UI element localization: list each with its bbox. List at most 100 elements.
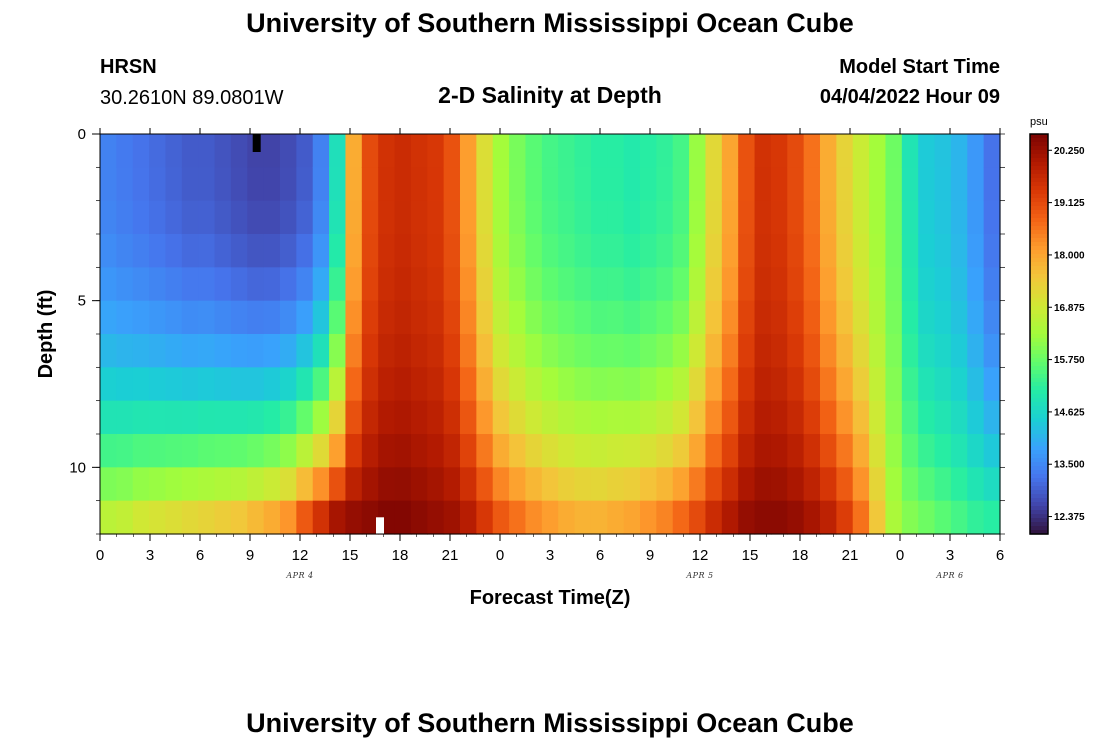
heatmap-cell	[820, 300, 837, 335]
heatmap-cell	[165, 234, 183, 268]
heatmap-cell	[574, 234, 592, 268]
colorbar-swatch	[1030, 246, 1048, 251]
heatmap-cell	[378, 167, 396, 202]
x-tick-label: 21	[442, 547, 459, 564]
heatmap-cell	[378, 334, 396, 368]
heatmap-cell	[312, 300, 330, 335]
heatmap-cell	[181, 334, 199, 368]
heatmap-cell	[803, 334, 821, 368]
heatmap-cell	[280, 234, 297, 268]
heatmap-cell	[410, 500, 428, 535]
heatmap-cell	[427, 267, 445, 302]
heatmap-cell	[410, 300, 428, 335]
heatmap-cell	[967, 467, 985, 502]
heatmap-cell	[280, 167, 297, 202]
heatmap-cell	[132, 167, 150, 202]
heatmap-cell	[492, 134, 510, 168]
heatmap-cell	[443, 234, 461, 268]
heatmap-cell	[738, 467, 756, 502]
colorbar-swatch	[1030, 446, 1048, 451]
heatmap-cell	[525, 500, 543, 535]
heatmap-cell	[476, 167, 494, 202]
heatmap-cell	[738, 334, 756, 368]
heatmap-cell	[901, 234, 919, 268]
heatmap-cell	[541, 467, 559, 502]
heatmap-cell	[198, 200, 216, 235]
heatmap-cell	[132, 400, 150, 435]
heatmap-cell	[558, 500, 576, 535]
heatmap-cell	[247, 467, 265, 502]
heatmap-cell	[394, 334, 412, 368]
heatmap-cell	[721, 267, 739, 302]
heatmap-cell	[116, 467, 134, 502]
heatmap-cell	[394, 467, 412, 502]
heatmap-cell	[803, 400, 821, 435]
heatmap-cell	[214, 234, 232, 268]
heatmap-cell	[427, 334, 445, 368]
heatmap-cell	[803, 500, 821, 535]
heatmap-cell	[623, 334, 641, 368]
heatmap-cell	[672, 234, 690, 268]
heatmap-cell	[132, 134, 150, 168]
colorbar-swatch	[1030, 194, 1048, 199]
heatmap-cell	[443, 167, 461, 202]
heatmap-cell	[934, 400, 952, 435]
colorbar-swatch	[1030, 498, 1048, 503]
heatmap-cell	[165, 200, 183, 235]
heatmap-cell	[247, 267, 265, 302]
heatmap-cell	[738, 400, 756, 435]
heatmap-cell	[885, 134, 903, 168]
heatmap-cell	[934, 467, 952, 502]
heatmap-cell	[836, 267, 854, 302]
heatmap-cell	[901, 200, 919, 235]
colorbar-ticks: 20.250 19.125 18.000 16.875 15.750 14.625 13.5…	[1048, 146, 1085, 523]
heatmap-cell	[672, 400, 690, 435]
heatmap-cell	[541, 234, 559, 268]
model-start-time: 04/04/2022 Hour 09	[819, 86, 1000, 108]
heatmap-cell	[329, 267, 347, 302]
heatmap-cell	[116, 134, 134, 168]
heatmap-cell	[590, 500, 608, 535]
heatmap-cell	[672, 334, 690, 368]
heatmap-cell	[476, 434, 494, 468]
heatmap-cell	[558, 467, 576, 502]
heatmap-cell	[263, 467, 281, 502]
colorbar-swatch	[1030, 174, 1048, 179]
heatmap-cell	[198, 300, 216, 335]
heatmap-cell	[672, 300, 690, 335]
heatmap-cell	[787, 200, 805, 235]
heatmap-cell	[329, 200, 347, 235]
heatmap-cell	[509, 334, 527, 368]
heatmap-cell	[918, 300, 936, 335]
heatmap-cell	[738, 500, 756, 535]
heatmap-cell	[100, 334, 117, 368]
heatmap-cell	[803, 234, 821, 268]
x-tick-label: 6	[596, 547, 604, 564]
heatmap-cell	[950, 234, 968, 268]
heatmap-cell	[247, 400, 265, 435]
heatmap-cell	[967, 134, 985, 168]
colorbar-swatch	[1030, 222, 1048, 227]
heatmap-cell	[198, 334, 216, 368]
heatmap-cell	[247, 434, 265, 468]
y-axis-title: Depth (ft)	[35, 290, 57, 379]
heatmap-cell	[361, 434, 379, 468]
heatmap-cell	[983, 367, 1001, 402]
heatmap-cell	[672, 500, 690, 535]
heatmap-cell	[198, 500, 216, 535]
heatmap-cell	[836, 134, 854, 168]
heatmap-cell	[558, 400, 576, 435]
heatmap-cell	[820, 200, 837, 235]
heatmap-cell	[852, 267, 870, 302]
heatmap-cell	[541, 300, 559, 335]
heatmap-cell	[640, 134, 657, 168]
colorbar-swatch	[1030, 170, 1048, 175]
colorbar-swatch	[1030, 374, 1048, 379]
heatmap-cell	[787, 134, 805, 168]
heatmap-cell	[100, 367, 117, 402]
colorbar-swatch	[1030, 298, 1048, 303]
heatmap-cell	[607, 167, 625, 202]
heatmap-cell	[541, 334, 559, 368]
heatmap-cell	[721, 334, 739, 368]
heatmap-cell	[590, 300, 608, 335]
